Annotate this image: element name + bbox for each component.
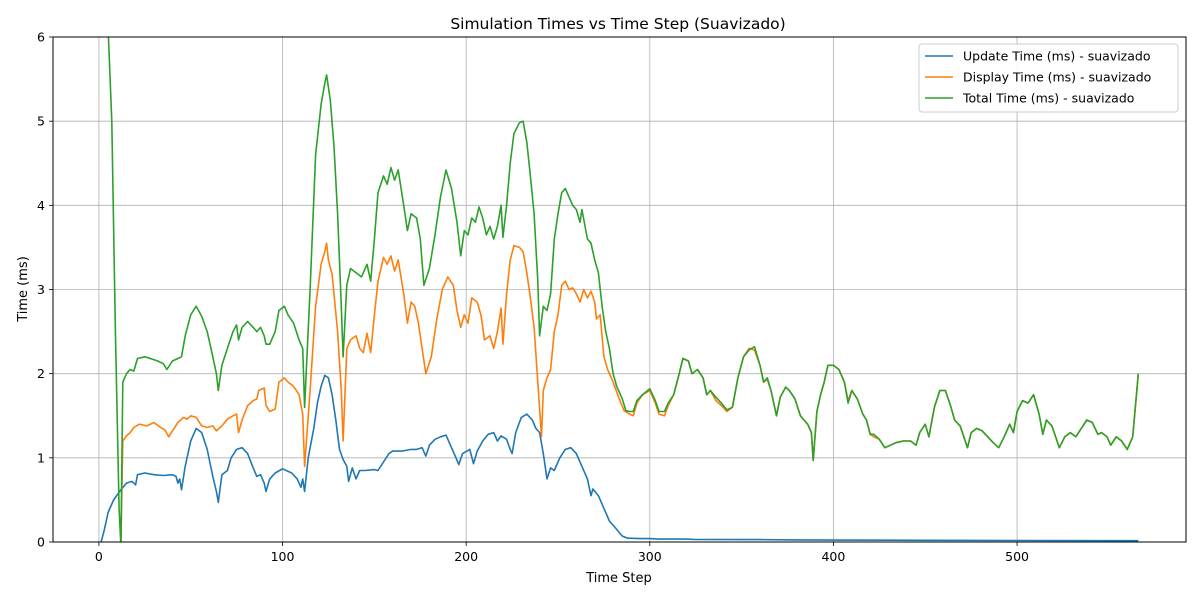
- x-tick-label: 0: [95, 549, 103, 564]
- legend-label-1: Update Time (ms) - suavizado: [963, 49, 1150, 64]
- chart-title: Simulation Times vs Time Step (Suavizado…: [450, 15, 785, 33]
- x-tick-label: 300: [638, 549, 662, 564]
- series-layer: [100, 37, 1140, 542]
- legend-box: [918, 43, 1179, 113]
- y-tick-label: 3: [37, 282, 45, 297]
- series-line-1: [100, 374, 1139, 542]
- legend: Update Time (ms) - suavizado Display Time…: [918, 43, 1179, 113]
- y-tick-label: 4: [37, 198, 45, 213]
- x-tick-label: 200: [454, 549, 478, 564]
- x-tick-label: 500: [1005, 549, 1029, 564]
- legend-label-2: Display Time (ms) - suavizado: [963, 70, 1151, 85]
- y-tick-label: 1: [37, 450, 45, 465]
- x-axis-label: Time Step: [585, 571, 652, 586]
- y-axis-label: Time (ms): [16, 256, 31, 323]
- y-tick-label: 5: [37, 114, 45, 129]
- legend-label-3: Total Time (ms) - suavizado: [962, 91, 1134, 106]
- x-tick-label: 400: [821, 549, 845, 564]
- ticks: 0 100 200 300 400 500 0 1 2 3 4 5 6: [37, 30, 1029, 565]
- y-tick-label: 0: [37, 535, 45, 550]
- series-line-3: [107, 37, 1140, 542]
- y-tick-label: 6: [37, 30, 45, 45]
- y-tick-label: 2: [37, 366, 45, 381]
- x-tick-label: 100: [271, 549, 295, 564]
